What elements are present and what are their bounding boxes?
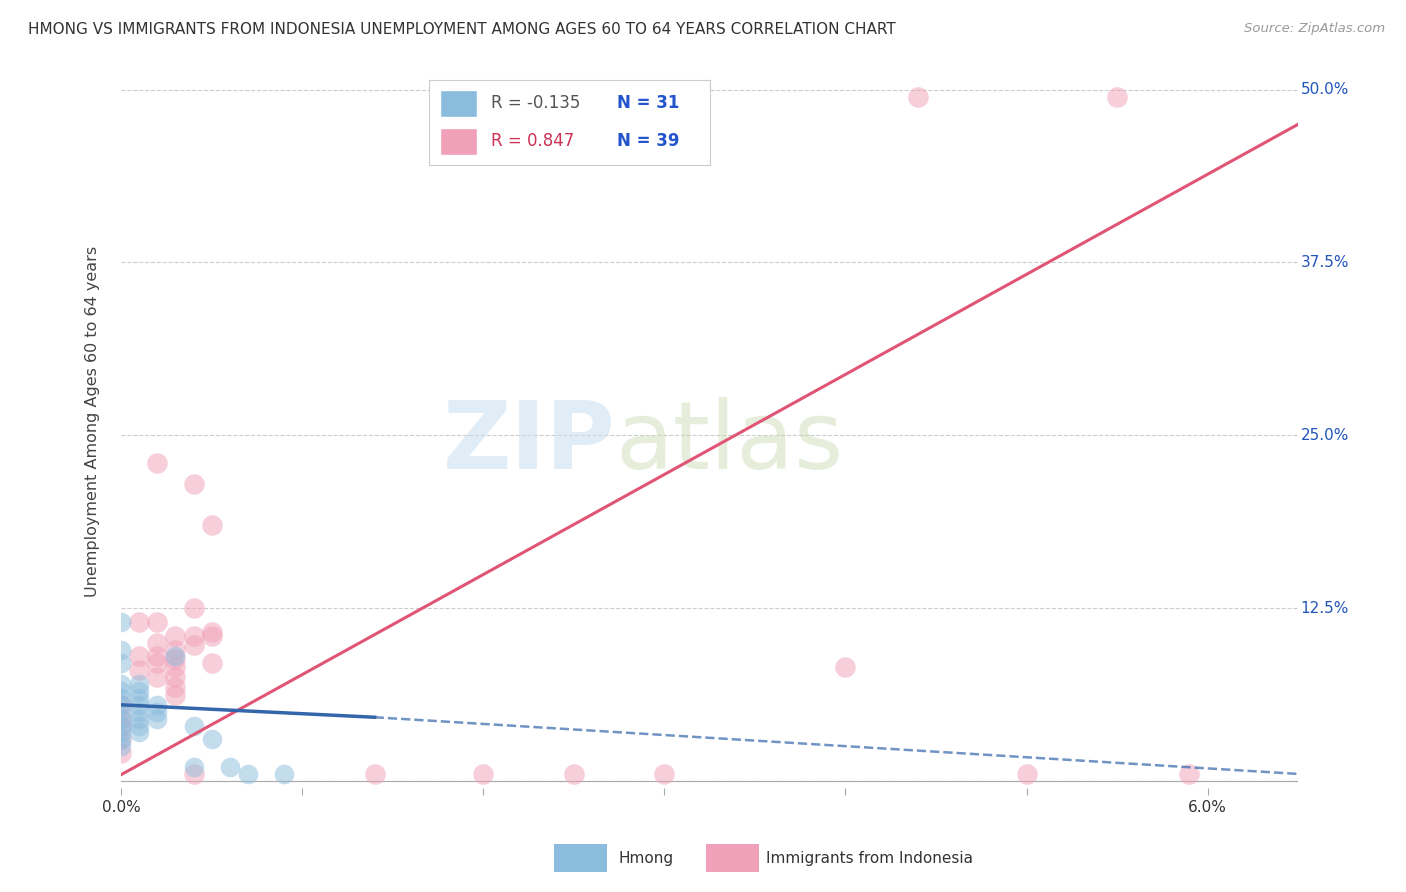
- Text: Source: ZipAtlas.com: Source: ZipAtlas.com: [1244, 22, 1385, 36]
- Point: [1015, 767, 1038, 781]
- Point: [165, 670, 187, 684]
- Text: Hmong: Hmong: [619, 851, 673, 865]
- Point: [146, 670, 169, 684]
- Point: [472, 767, 495, 781]
- Text: N = 39: N = 39: [617, 132, 679, 150]
- Text: R = -0.135: R = -0.135: [491, 95, 581, 112]
- Text: 25.0%: 25.0%: [1301, 428, 1348, 442]
- Point: [183, 601, 205, 615]
- Text: N = 31: N = 31: [617, 95, 679, 112]
- Text: R = 0.847: R = 0.847: [491, 132, 574, 150]
- Point: [183, 767, 205, 781]
- Text: 12.5%: 12.5%: [1301, 600, 1348, 615]
- Point: [183, 718, 205, 732]
- Point: [201, 657, 224, 671]
- Point: [146, 698, 169, 712]
- Point: [110, 732, 132, 747]
- Text: ZIP: ZIP: [443, 398, 616, 490]
- Point: [110, 718, 132, 732]
- Point: [110, 718, 132, 732]
- Point: [165, 680, 187, 694]
- Point: [110, 684, 132, 698]
- Point: [165, 649, 187, 664]
- Point: [273, 767, 295, 781]
- Point: [201, 518, 224, 533]
- Point: [110, 732, 132, 747]
- Point: [146, 705, 169, 719]
- Y-axis label: Unemployment Among Ages 60 to 64 years: Unemployment Among Ages 60 to 64 years: [86, 246, 100, 597]
- Point: [110, 698, 132, 712]
- Point: [183, 639, 205, 653]
- Point: [562, 767, 585, 781]
- Point: [128, 690, 150, 705]
- Point: [1105, 89, 1128, 103]
- Text: HMONG VS IMMIGRANTS FROM INDONESIA UNEMPLOYMENT AMONG AGES 60 TO 64 YEARS CORREL: HMONG VS IMMIGRANTS FROM INDONESIA UNEMP…: [28, 22, 896, 37]
- Point: [110, 677, 132, 691]
- Text: 50.0%: 50.0%: [1301, 82, 1348, 97]
- Point: [146, 649, 169, 664]
- Point: [128, 615, 150, 629]
- Point: [110, 725, 132, 739]
- Point: [165, 629, 187, 643]
- FancyBboxPatch shape: [440, 128, 477, 155]
- Point: [128, 698, 150, 712]
- Point: [201, 732, 224, 747]
- Point: [165, 642, 187, 657]
- Point: [128, 663, 150, 677]
- Point: [146, 635, 169, 649]
- Text: 37.5%: 37.5%: [1301, 255, 1348, 270]
- Point: [110, 690, 132, 705]
- Point: [128, 649, 150, 664]
- Text: atlas: atlas: [616, 398, 844, 490]
- Point: [907, 89, 929, 103]
- Point: [128, 725, 150, 739]
- Point: [183, 629, 205, 643]
- Point: [1178, 767, 1201, 781]
- Point: [110, 615, 132, 629]
- Point: [128, 705, 150, 719]
- Point: [128, 712, 150, 726]
- Point: [110, 705, 132, 719]
- Point: [110, 657, 132, 671]
- Point: [110, 698, 132, 712]
- Point: [128, 677, 150, 691]
- Point: [165, 688, 187, 702]
- Point: [183, 476, 205, 491]
- Point: [146, 657, 169, 671]
- Point: [128, 718, 150, 732]
- Point: [110, 739, 132, 754]
- Point: [146, 456, 169, 470]
- Point: [110, 746, 132, 760]
- Point: [146, 615, 169, 629]
- Point: [146, 712, 169, 726]
- Point: [183, 760, 205, 774]
- Point: [654, 767, 676, 781]
- Point: [165, 660, 187, 674]
- Point: [110, 712, 132, 726]
- Point: [201, 629, 224, 643]
- Point: [110, 642, 132, 657]
- Point: [218, 760, 240, 774]
- Point: [128, 684, 150, 698]
- Point: [165, 652, 187, 666]
- Point: [834, 660, 856, 674]
- Point: [201, 624, 224, 639]
- Point: [110, 712, 132, 726]
- Text: Immigrants from Indonesia: Immigrants from Indonesia: [766, 851, 973, 865]
- Point: [236, 767, 259, 781]
- FancyBboxPatch shape: [440, 89, 477, 117]
- Point: [363, 767, 385, 781]
